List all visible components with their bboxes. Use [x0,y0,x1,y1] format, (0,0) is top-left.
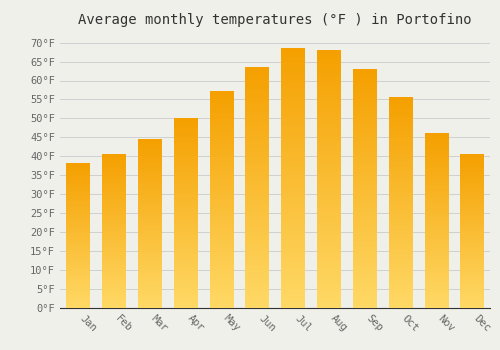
Title: Average monthly temperatures (°F ) in Portofino: Average monthly temperatures (°F ) in Po… [78,13,472,27]
